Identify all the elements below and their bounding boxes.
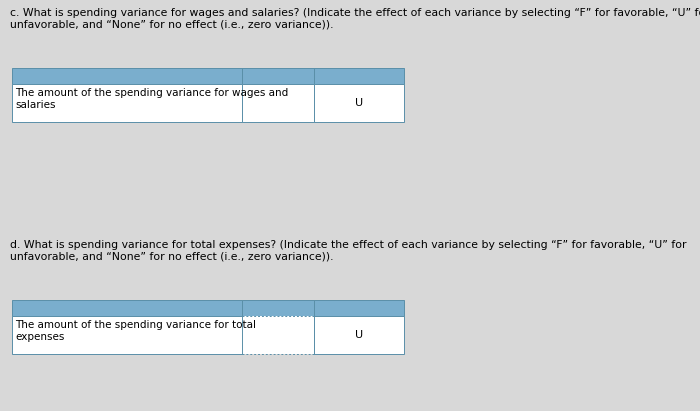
Text: unfavorable, and “None” for no effect (i.e., zero variance)).: unfavorable, and “None” for no effect (i…	[10, 251, 333, 261]
Bar	[314, 316, 404, 354]
Bar	[12, 300, 242, 316]
Bar	[242, 316, 314, 354]
Bar	[12, 68, 242, 84]
Bar	[12, 316, 242, 354]
Text: c. What is spending variance for wages and salaries? (Indicate the effect of eac: c. What is spending variance for wages a…	[10, 8, 700, 18]
Bar	[242, 300, 314, 316]
Text: The amount of the spending variance for total
expenses: The amount of the spending variance for …	[15, 320, 256, 342]
Text: d. What is spending variance for total expenses? (Indicate the effect of each va: d. What is spending variance for total e…	[10, 240, 687, 250]
Bar	[242, 84, 314, 122]
Bar	[242, 68, 314, 84]
Text: U: U	[355, 330, 363, 340]
Bar	[12, 84, 242, 122]
Bar	[314, 68, 404, 84]
Bar	[314, 300, 404, 316]
Text: unfavorable, and “None” for no effect (i.e., zero variance)).: unfavorable, and “None” for no effect (i…	[10, 19, 333, 29]
Text: The amount of the spending variance for wages and
salaries: The amount of the spending variance for …	[15, 88, 288, 110]
Text: U: U	[355, 98, 363, 108]
Bar	[314, 84, 404, 122]
